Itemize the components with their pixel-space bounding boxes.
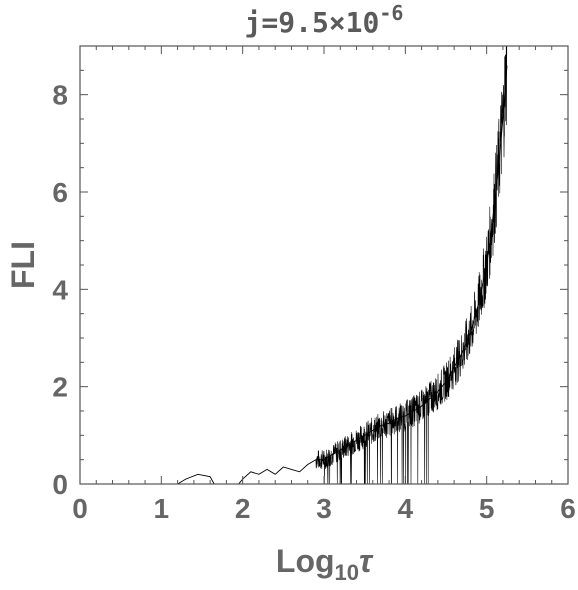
y-tick-label: 6 xyxy=(52,177,68,208)
x-tick-label: 6 xyxy=(560,493,576,524)
y-tick-label: 8 xyxy=(52,80,68,111)
x-tick-label: 1 xyxy=(154,493,170,524)
tick-labels: 0 1 2 3 4 5 6 0 2 4 6 8 xyxy=(52,80,575,524)
fli-oscillation xyxy=(315,45,508,485)
y-axis-label: FLI xyxy=(5,241,41,289)
chart-title: j=9.5×10-6 xyxy=(245,1,404,39)
axis-labels: j=9.5×10-6 Log10τ FLI xyxy=(5,1,403,585)
plot-frame xyxy=(79,45,569,485)
y-tick-label: 0 xyxy=(52,469,68,500)
fli-series xyxy=(177,65,508,485)
y-tick-label: 4 xyxy=(52,274,68,305)
x-axis-label: Log10τ xyxy=(276,543,374,585)
axes xyxy=(79,45,569,485)
y-tick-label: 2 xyxy=(52,372,68,403)
x-tick-label: 2 xyxy=(235,493,251,524)
x-tick-label: 5 xyxy=(479,493,495,524)
fli-line xyxy=(177,65,508,485)
fli-series-noise xyxy=(315,45,508,485)
x-tick-label: 4 xyxy=(398,493,414,524)
x-tick-label: 0 xyxy=(72,493,88,524)
x-tick-label: 3 xyxy=(316,493,332,524)
